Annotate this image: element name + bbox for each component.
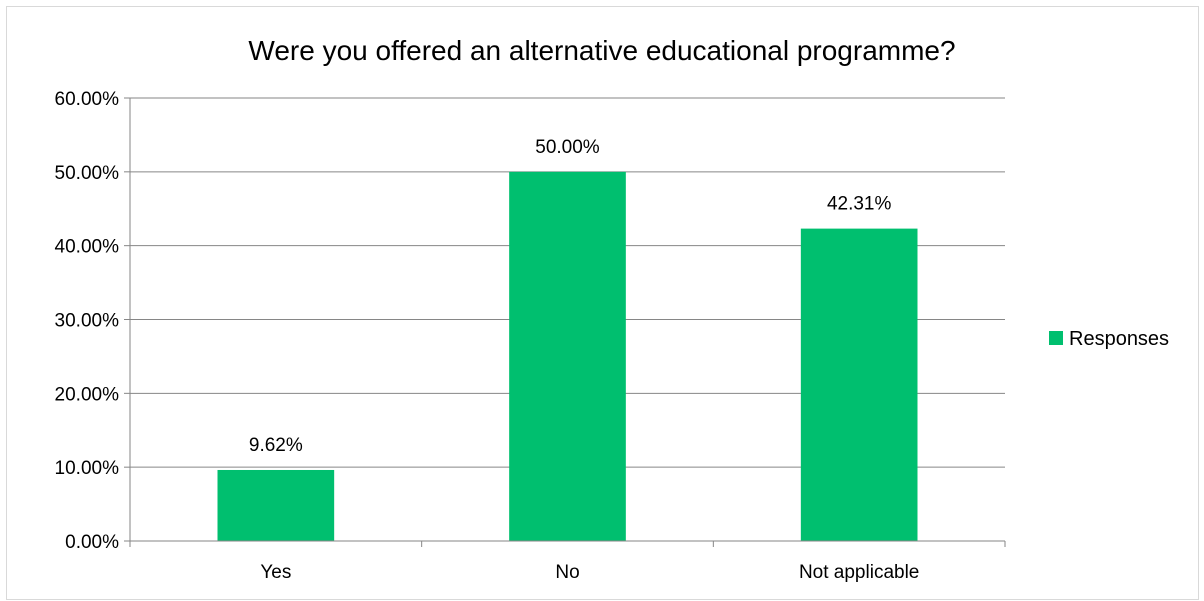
legend-swatch — [1049, 331, 1063, 345]
x-tick-label: No — [555, 562, 579, 583]
y-tick-label: 10.00% — [55, 458, 120, 479]
x-axis: Yes No Not applicable — [129, 540, 1006, 583]
data-labels: 9.62% 50.00% 42.31% — [249, 137, 892, 456]
legend: Responses — [1049, 328, 1169, 350]
x-tick-label: Yes — [260, 562, 291, 583]
y-tick-label: 50.00% — [55, 163, 120, 184]
bar-no — [509, 171, 626, 542]
y-tick-label: 30.00% — [55, 311, 120, 332]
y-axis: 0.00% 10.00% 20.00% 30.00% 40.00% 50.00% 60.00… — [55, 89, 131, 553]
y-tick-label: 0.00% — [65, 532, 119, 553]
y-tick-label: 20.00% — [55, 384, 120, 405]
data-label: 50.00% — [535, 137, 600, 158]
chart-title: Were you offered an alternative educatio… — [248, 35, 955, 66]
bar-not-applicable — [800, 228, 918, 542]
data-label: 42.31% — [827, 194, 892, 215]
y-tick-label: 40.00% — [55, 237, 120, 258]
y-tick-label: 60.00% — [55, 89, 120, 110]
data-label: 9.62% — [249, 435, 303, 456]
x-tick-label: Not applicable — [799, 562, 919, 583]
bar-series — [217, 171, 918, 542]
legend-label: Responses — [1069, 328, 1169, 350]
bar-yes — [217, 469, 335, 541]
